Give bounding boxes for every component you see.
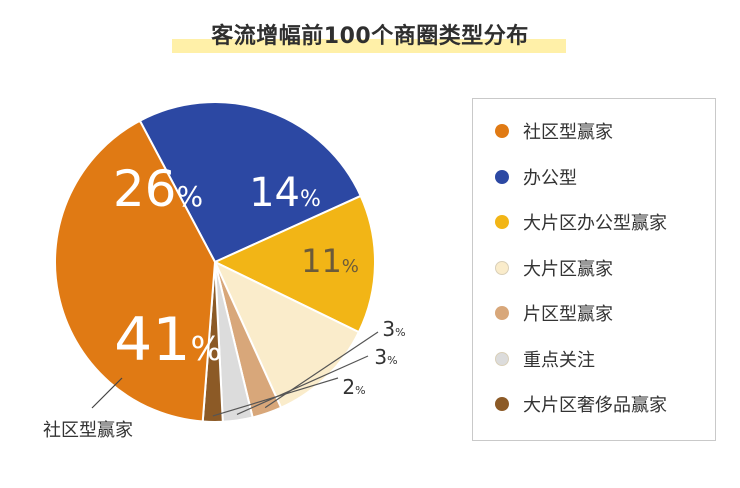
title-highlight xyxy=(172,39,566,53)
chart-title-area: 客流增幅前100个商圈类型分布 xyxy=(0,14,740,58)
legend-item: 社区型赢家 xyxy=(495,119,613,143)
legend-swatch xyxy=(495,215,509,229)
slice-label-7: 2% xyxy=(342,375,365,399)
legend-label: 大片区赢家 xyxy=(523,258,613,280)
legend-label: 大片区办公型赢家 xyxy=(523,213,667,234)
callout-line xyxy=(91,377,123,409)
legend-label: 重点关注 xyxy=(523,349,595,371)
slice-label-6: 3% xyxy=(374,345,397,369)
legend-item: 重点关注 xyxy=(495,347,595,371)
legend-item: 片区型赢家 xyxy=(495,301,613,325)
legend-swatch xyxy=(495,124,509,138)
leader-line-7 xyxy=(212,377,339,417)
legend: 社区型赢家办公型大片区办公型赢家 大片区赢家片区型赢家重点关注大片区奢侈品赢家 xyxy=(472,98,716,441)
legend-item: 大片区赢家 xyxy=(495,256,613,280)
pie-slice-2 xyxy=(138,101,363,264)
chart-title: 客流增幅前100个商圈类型分布 xyxy=(211,24,529,49)
pie-slice-3 xyxy=(212,194,376,334)
legend-swatch xyxy=(495,351,509,366)
pie-slice-1 xyxy=(54,119,217,423)
leader-line-6 xyxy=(236,355,369,415)
slice-label-5: 3% xyxy=(382,317,405,341)
legend-label: 社区型赢家 xyxy=(523,122,613,143)
pie-slice-4 xyxy=(212,259,361,410)
slice-label-2: 26% xyxy=(113,160,203,218)
legend-swatch xyxy=(495,397,509,411)
legend-item: 办公型 xyxy=(495,165,577,189)
legend-swatch xyxy=(495,306,509,320)
legend-label: 办公型 xyxy=(523,167,577,189)
legend-label: 大片区奢侈品赢家 xyxy=(523,395,667,416)
slice-label-3: 14% xyxy=(249,170,321,216)
slice-label-4: 11% xyxy=(301,242,359,280)
legend-item: 大片区奢侈品赢家 xyxy=(495,392,667,416)
legend-swatch xyxy=(495,260,509,275)
callout-label: 社区型赢家 xyxy=(43,419,133,441)
legend-label: 片区型赢家 xyxy=(523,304,613,325)
slice-label-1: 41% xyxy=(114,305,222,375)
legend-item: 大片区办公型赢家 xyxy=(495,210,667,234)
legend-swatch xyxy=(495,169,509,184)
